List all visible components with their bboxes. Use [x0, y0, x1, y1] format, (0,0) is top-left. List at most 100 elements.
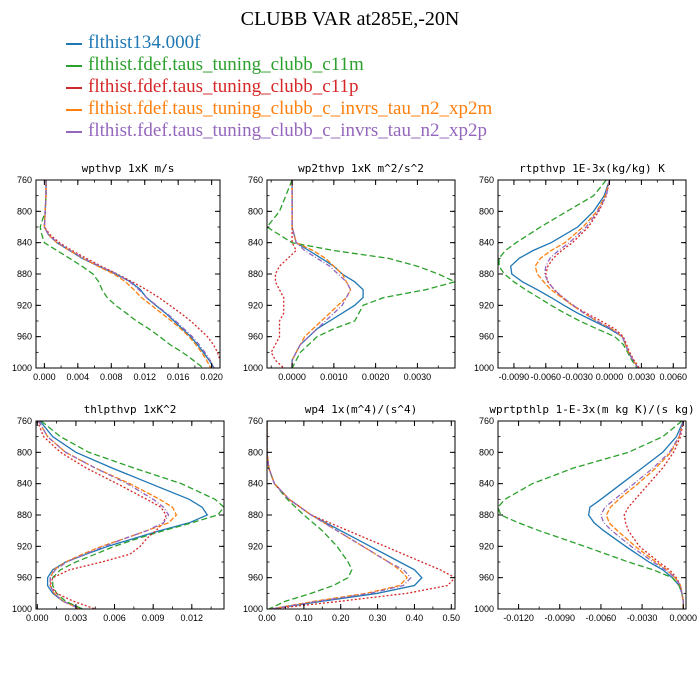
series-line [270, 180, 298, 368]
y-tick-label: 800 [17, 206, 32, 216]
panel-title: wp2thvp 1xK m^2/s^2 [298, 162, 424, 175]
y-tick-label: 1000 [474, 363, 494, 373]
y-tick-label: 920 [479, 300, 494, 310]
y-tick-label: 880 [479, 269, 494, 279]
series-line [40, 421, 224, 609]
legend-swatch [66, 64, 82, 67]
y-tick-label: 880 [17, 510, 32, 520]
x-tick-label: 0.008 [100, 372, 123, 382]
x-tick-label: 0.012 [133, 372, 156, 382]
x-tick-label: 0.50 [443, 613, 461, 623]
series-line [534, 180, 639, 368]
panel-title: wp4 1x(m^4)/(s^4) [305, 403, 418, 416]
panel-title: wpthvp 1xK m/s [82, 162, 175, 175]
plot-frame [35, 420, 225, 610]
y-tick-label: 760 [479, 175, 494, 185]
x-tick-label: 0.012 [181, 613, 204, 623]
series-line [545, 180, 640, 368]
legend-swatch [66, 42, 82, 45]
x-tick-label: 0.00 [258, 613, 276, 623]
y-tick-label: 880 [17, 269, 32, 279]
x-tick-label: 0.020 [200, 372, 223, 382]
y-tick-label: 800 [17, 447, 32, 457]
y-tick-label: 920 [248, 300, 263, 310]
x-tick-label: 0.0000 [596, 372, 624, 382]
x-tick-label: 0.0030 [404, 372, 432, 382]
y-tick-label: 960 [248, 332, 263, 342]
y-tick-label: 760 [248, 175, 263, 185]
y-tick-label: 920 [17, 300, 32, 310]
y-tick-label: 840 [17, 238, 32, 248]
x-tick-label: -0.0090 [499, 372, 530, 382]
x-tick-label: 0.0000 [669, 613, 697, 623]
x-tick-label: 0.10 [295, 613, 313, 623]
y-tick-label: 960 [479, 332, 494, 342]
x-tick-label: 0.30 [369, 613, 387, 623]
series-line [623, 421, 684, 609]
plot-frame [266, 420, 456, 610]
series-line [267, 180, 455, 368]
x-tick-label: 0.003 [65, 613, 88, 623]
x-tick-label: 0.0010 [320, 372, 348, 382]
x-tick-label: -0.0060 [586, 613, 617, 623]
legend-item: flthist.fdef.taus_tuning_clubb_c11m [66, 54, 492, 76]
y-tick-label: 920 [248, 541, 263, 551]
series-line [43, 180, 220, 364]
x-tick-label: -0.0120 [503, 613, 534, 623]
legend-swatch [66, 86, 82, 89]
plot-frame [497, 179, 687, 369]
y-tick-label: 840 [248, 479, 263, 489]
series-line [291, 180, 352, 368]
series-line [43, 180, 215, 368]
series-line [43, 180, 215, 368]
series-line [43, 180, 212, 368]
y-tick-label: 1000 [243, 363, 263, 373]
series-line [36, 421, 167, 609]
y-tick-label: 1000 [243, 604, 263, 614]
panel-title: wprtpthlp 1-E-3x(m kg K)/(s kg) [489, 403, 694, 416]
y-tick-label: 1000 [474, 604, 494, 614]
x-tick-label: 0.0060 [659, 372, 687, 382]
y-tick-label: 840 [17, 479, 32, 489]
y-tick-label: 760 [248, 416, 263, 426]
x-tick-label: -0.0030 [627, 613, 658, 623]
series-line [600, 421, 684, 609]
y-tick-label: 920 [479, 541, 494, 551]
series-line [605, 421, 684, 609]
series-line [267, 421, 408, 609]
x-tick-label: 0.20 [332, 613, 350, 623]
y-tick-label: 760 [479, 416, 494, 426]
series-line [267, 421, 423, 609]
y-tick-label: 960 [479, 573, 494, 583]
series-line [544, 180, 639, 368]
series-line [267, 421, 353, 609]
series-line [38, 421, 178, 609]
x-tick-label: 0.0030 [628, 372, 656, 382]
x-tick-label: 0.009 [142, 613, 165, 623]
series-line [498, 421, 684, 609]
y-tick-label: 1000 [12, 604, 32, 614]
chart-panel: wp4 1x(m^4)/(s^4)76080084088092096010000… [243, 403, 460, 623]
y-tick-label: 880 [479, 510, 494, 520]
chart-panel: wprtpthlp 1-E-3x(m kg K)/(s kg)760 800 840… [474, 403, 697, 623]
y-tick-label: 760 [17, 416, 32, 426]
x-tick-label: -0.0030 [562, 372, 593, 382]
legend-label: flthist.fdef.taus_tuning_clubb_c_invrs_t… [88, 98, 493, 119]
series-line [498, 180, 638, 368]
plot-frame [266, 179, 456, 369]
series-line [510, 180, 639, 368]
legend-swatch [66, 108, 82, 111]
panel-title: rtpthvp 1E-3x(kg/kg) K [519, 162, 665, 175]
legend-item: flthist.fdef.taus_tuning_clubb_c_invrs_t… [66, 120, 492, 142]
plot-frame [497, 420, 687, 610]
chart-panel: thlpthvp 1xK^276080084088092096010000.00… [12, 403, 225, 623]
y-tick-label: 800 [248, 447, 263, 457]
x-tick-label: 0.40 [406, 613, 424, 623]
x-tick-label: 0.016 [167, 372, 190, 382]
y-tick-label: 1000 [12, 363, 32, 373]
series-line [291, 180, 352, 368]
chart-panel: wpthvp 1xK m/s76080084088092096010000.00… [12, 162, 223, 382]
legend-item: flthist.fdef.taus_tuning_clubb_c11p [66, 76, 492, 98]
y-tick-label: 800 [479, 447, 494, 457]
